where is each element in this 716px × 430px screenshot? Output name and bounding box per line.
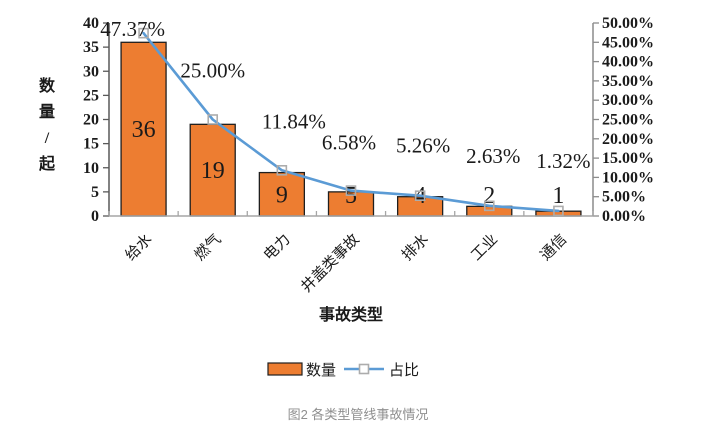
- category-label-排水: 排水: [399, 231, 432, 264]
- left-axis-tick-label: 20: [83, 112, 99, 129]
- bar-给水: [120, 41, 167, 217]
- y-axis-title-char: 数: [39, 76, 56, 95]
- percent-label: 6.58%: [322, 131, 376, 155]
- y-axis-title-char: 量: [39, 103, 55, 121]
- percent-label: 47.37%: [100, 17, 165, 41]
- ratio-line-marker: [276, 164, 288, 176]
- left-axis-tick-label: 10: [83, 160, 99, 177]
- bar-value-label: 19: [201, 158, 225, 184]
- right-axis-tick-label: 10.00%: [602, 169, 654, 186]
- percent-label: 25.00%: [180, 59, 245, 83]
- legend-label-ratio: 占比: [389, 362, 419, 379]
- right-axis-tick-label: 20.00%: [602, 131, 654, 148]
- ratio-line-marker: [138, 27, 149, 39]
- right-axis-tick-label: 5.00%: [602, 189, 646, 206]
- percent-label: 1.32%: [536, 149, 590, 173]
- legend-marker-ratio: [358, 363, 370, 375]
- x-axis-title: 事故类型: [319, 305, 383, 324]
- left-axis-tick-label: 40: [83, 15, 99, 32]
- bar-井盖类事故: [327, 191, 375, 217]
- right-axis-tick-label: 35.00%: [602, 73, 654, 90]
- y-axis-title-char: /: [44, 130, 50, 147]
- right-axis-tick-label: 30.00%: [602, 92, 654, 109]
- legend-label-count: 数量: [306, 362, 336, 379]
- category-label-电力: 电力: [260, 231, 293, 264]
- category-label-燃气: 燃气: [191, 230, 225, 264]
- category-label-井盖类事故: 井盖类事故: [298, 231, 363, 296]
- bar-value-label: 2: [483, 183, 495, 209]
- ratio-line: [142, 31, 560, 213]
- bar-value-label: 36: [132, 117, 156, 143]
- figure-caption: 图2 各类型管线事故情况: [287, 407, 429, 422]
- left-axis-tick-label: 25: [83, 87, 99, 104]
- category-label-工业: 工业: [468, 231, 501, 264]
- pipeline-accident-combo-chart: 0 5 10 15 20 25 30 35 40 0.00% 5.00% 10.00% 15.00% 20…: [38, 15, 654, 379]
- category-label-通信: 通信: [537, 231, 570, 264]
- ratio-line-marker: [553, 205, 564, 217]
- ratio-line-marker: [207, 114, 219, 125]
- left-axis-tick-label: 5: [91, 184, 99, 201]
- left-axis-tick-label: 30: [83, 63, 99, 80]
- right-axis-tick-label: 25.00%: [602, 112, 654, 129]
- right-axis-tick-label: 45.00%: [602, 34, 654, 51]
- bar-value-label: 9: [276, 182, 288, 208]
- percent-label: 2.63%: [466, 144, 520, 168]
- ratio-line-marker: [345, 185, 357, 196]
- right-axis-tick-label: 40.00%: [602, 54, 654, 71]
- legend-swatch-count: [267, 362, 303, 376]
- bar-燃气: [189, 123, 236, 217]
- right-axis-tick-label: 0.00%: [602, 208, 646, 225]
- percent-label: 5.26%: [396, 134, 450, 158]
- y-axis-title-char: 起: [38, 154, 56, 173]
- left-axis-tick-label: 15: [83, 136, 99, 153]
- ratio-line-marker: [414, 190, 426, 201]
- bar-value-label: 1: [552, 183, 564, 209]
- category-label-给水: 给水: [122, 231, 155, 264]
- ratio-line-marker: [483, 200, 495, 212]
- left-axis-tick-label: 0: [91, 208, 99, 225]
- right-axis-tick-label: 50.00%: [602, 15, 654, 32]
- percent-label: 11.84%: [262, 109, 326, 133]
- left-axis-tick-label: 35: [83, 39, 99, 56]
- right-axis-tick-label: 15.00%: [602, 150, 654, 167]
